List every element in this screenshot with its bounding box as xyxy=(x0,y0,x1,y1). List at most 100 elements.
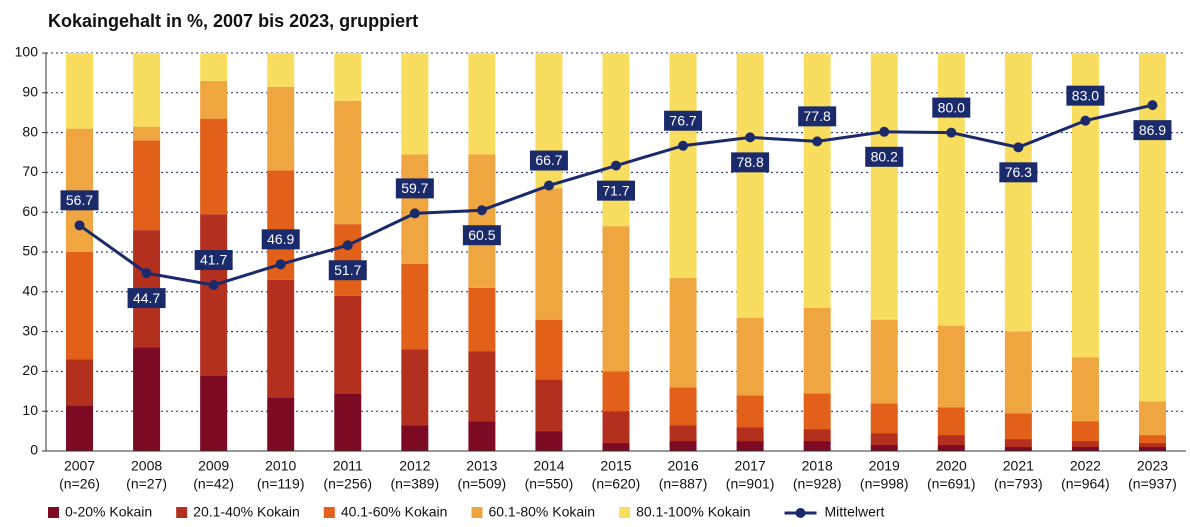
bar-segment xyxy=(334,393,362,451)
y-tick-label: 50 xyxy=(22,243,38,259)
bar-segment xyxy=(267,86,295,171)
bar-segment xyxy=(669,277,697,388)
mean-point xyxy=(1080,115,1091,126)
x-tick-label: 2020 xyxy=(936,458,967,474)
legend-label: 80.1-100% Kokain xyxy=(636,504,750,520)
x-tick-sublabel: (n=620) xyxy=(592,476,641,492)
bar-segment xyxy=(1138,443,1166,448)
x-tick-label: 2023 xyxy=(1137,458,1168,474)
x-tick-label: 2021 xyxy=(1003,458,1034,474)
mean-point xyxy=(879,126,890,137)
bar-segment xyxy=(535,319,563,380)
value-label: 51.7 xyxy=(334,262,361,278)
bar-segment xyxy=(803,307,831,394)
x-tick-label: 2018 xyxy=(802,458,833,474)
bar-segment xyxy=(200,214,228,376)
bar-segment xyxy=(1004,413,1032,440)
mean-point xyxy=(476,205,487,216)
y-tick-label: 80 xyxy=(22,123,38,139)
bar-segment xyxy=(870,319,898,404)
value-label: 80.2 xyxy=(871,149,898,165)
bar-segment xyxy=(736,317,764,396)
x-tick-sublabel: (n=887) xyxy=(659,476,708,492)
legend-label: 40.1-60% Kokain xyxy=(341,504,448,520)
x-tick-sublabel: (n=937) xyxy=(1128,476,1177,492)
value-label: 59.7 xyxy=(401,180,428,196)
x-tick-label: 2016 xyxy=(667,458,698,474)
mean-point xyxy=(342,240,353,251)
bar-segment xyxy=(870,433,898,446)
x-tick-sublabel: (n=26) xyxy=(59,476,100,492)
bar-segment xyxy=(937,325,965,408)
bar-segment xyxy=(602,411,630,444)
mean-point xyxy=(1013,142,1024,153)
value-label: 80.0 xyxy=(938,99,965,115)
bar-segment xyxy=(334,100,362,225)
value-label-box xyxy=(395,178,434,199)
bar-segment xyxy=(870,445,898,451)
legend-swatch xyxy=(323,507,335,518)
x-tick-sublabel: (n=42) xyxy=(193,476,234,492)
bar-segment xyxy=(669,387,697,426)
bar-segment xyxy=(401,425,429,451)
bar-segment xyxy=(803,393,831,430)
bar-segment xyxy=(133,140,161,231)
bar-segment xyxy=(736,53,764,318)
bar-segment xyxy=(468,53,496,155)
x-tick-label: 2022 xyxy=(1070,458,1101,474)
bar-segment xyxy=(334,224,362,296)
bar-segment xyxy=(401,263,429,350)
value-label: 83.0 xyxy=(1072,87,1099,103)
x-tick-sublabel: (n=256) xyxy=(323,476,372,492)
y-tick-label: 20 xyxy=(22,362,38,378)
bar-segment xyxy=(468,351,496,422)
mean-point xyxy=(208,280,219,291)
mean-point xyxy=(678,140,689,151)
bar-segment xyxy=(803,441,831,451)
x-tick-sublabel: (n=27) xyxy=(126,476,167,492)
y-tick-label: 30 xyxy=(22,322,38,338)
bar-segment xyxy=(602,226,630,372)
x-tick-sublabel: (n=793) xyxy=(994,476,1043,492)
legend-label: 0-20% Kokain xyxy=(65,504,152,520)
value-label: 46.9 xyxy=(267,231,294,247)
bar-segment xyxy=(937,445,965,451)
mean-point xyxy=(543,180,554,191)
bar-segment xyxy=(937,407,965,436)
value-label: 77.8 xyxy=(804,108,831,124)
value-label-box xyxy=(597,180,635,201)
legend-swatch xyxy=(48,507,59,518)
bar-segment xyxy=(334,295,362,394)
bar-segment xyxy=(736,441,764,451)
bar-segment xyxy=(133,53,161,127)
bar-segment xyxy=(468,154,496,288)
bar-segment xyxy=(1071,421,1099,442)
legend-label: 60.1-80% Kokain xyxy=(488,504,595,520)
value-label-box xyxy=(127,288,166,309)
y-tick-label: 70 xyxy=(22,163,38,179)
value-label: 41.7 xyxy=(200,252,227,268)
x-tick-sublabel: (n=389) xyxy=(390,476,439,492)
x-tick-label: 2014 xyxy=(533,458,564,474)
bar-segment xyxy=(736,427,764,442)
bar-segment xyxy=(66,359,94,406)
x-tick-sublabel: (n=964) xyxy=(1061,476,1110,492)
bar-segment xyxy=(1138,447,1166,451)
bar-segment xyxy=(803,53,831,308)
bar-segment xyxy=(66,405,94,451)
bar-segment xyxy=(133,126,161,141)
mean-point xyxy=(1147,100,1158,111)
x-tick-sublabel: (n=901) xyxy=(726,476,775,492)
bar-segment xyxy=(1071,441,1099,448)
legend-swatch xyxy=(471,507,483,518)
bar-segment xyxy=(133,347,161,451)
y-tick-label: 0 xyxy=(30,442,38,458)
bar-segment xyxy=(602,443,630,451)
bar-segment xyxy=(535,431,563,451)
value-label-box xyxy=(731,152,770,173)
value-label-box xyxy=(462,225,501,246)
bar-segment xyxy=(669,425,697,442)
bar-segment xyxy=(1138,435,1166,444)
value-label-box xyxy=(932,97,971,118)
value-label-box xyxy=(999,162,1038,183)
